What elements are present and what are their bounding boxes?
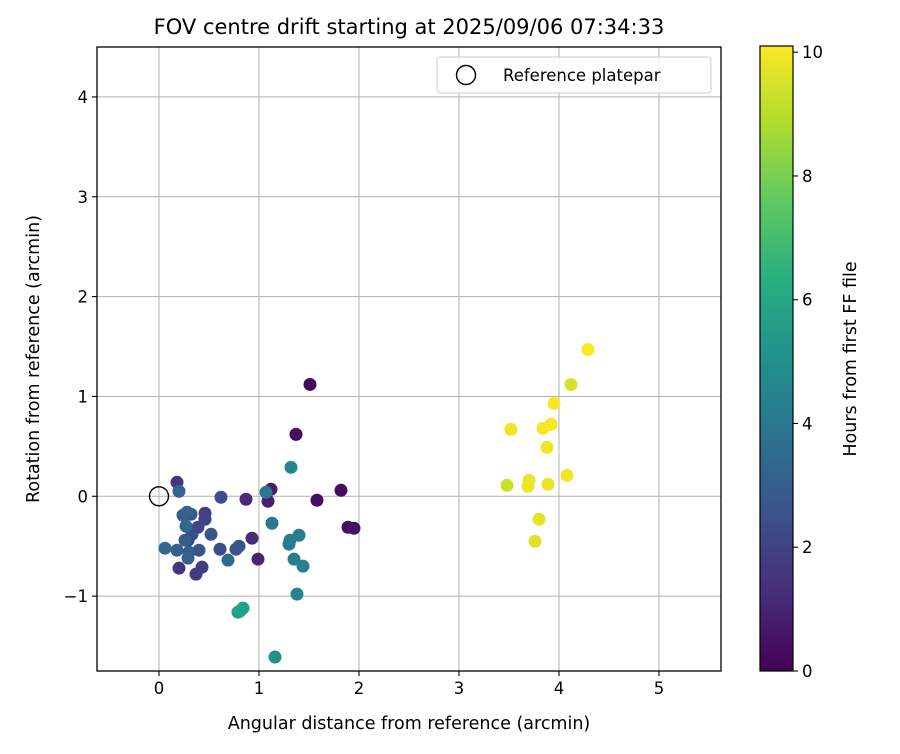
data-point xyxy=(500,478,514,492)
data-point xyxy=(265,516,279,530)
colorbar: 0 2 4 6 8 10 Hours from first FF file xyxy=(759,43,861,681)
x-axis-label: Angular distance from reference (arcmin) xyxy=(228,714,591,734)
data-point xyxy=(172,561,186,575)
reference-layer xyxy=(148,486,170,507)
y-tick-label: −1 xyxy=(64,587,88,606)
legend-marker-reference xyxy=(455,64,477,86)
colorbar-tick-label: 4 xyxy=(802,414,813,433)
data-point xyxy=(547,396,561,410)
legend-label-reference: Reference platepar xyxy=(503,66,661,85)
x-tick-label: 4 xyxy=(554,679,565,698)
data-point xyxy=(540,440,554,454)
colorbar-tick-label: 8 xyxy=(802,167,813,186)
data-point xyxy=(195,560,209,574)
data-point xyxy=(170,543,184,557)
data-point xyxy=(289,427,303,441)
colorbar-tick-label: 2 xyxy=(802,538,813,557)
x-tick-label: 2 xyxy=(354,679,365,698)
data-point xyxy=(192,543,206,557)
data-point xyxy=(504,422,518,436)
data-point xyxy=(251,552,265,566)
x-axis-ticks: 0 1 2 3 4 5 xyxy=(154,671,665,698)
data-point xyxy=(564,377,578,391)
colorbar-frame xyxy=(759,45,794,672)
chart-title: FOV centre drift starting at 2025/09/06 … xyxy=(154,15,665,39)
data-point xyxy=(232,539,246,553)
colorbar-ticks: 0 2 4 6 8 10 xyxy=(793,43,823,681)
data-point xyxy=(296,559,310,573)
y-tick-label: 2 xyxy=(78,288,89,307)
data-point xyxy=(310,493,324,507)
data-point xyxy=(287,552,301,566)
data-point xyxy=(334,483,348,497)
y-tick-label: 1 xyxy=(78,387,89,406)
data-point xyxy=(581,343,595,357)
colorbar-gradient xyxy=(760,46,793,671)
colorbar-tick-label: 6 xyxy=(802,291,813,310)
data-point xyxy=(528,534,542,548)
x-tick-label: 5 xyxy=(654,679,665,698)
data-point xyxy=(541,477,555,491)
x-tick-label: 1 xyxy=(254,679,265,698)
data-point xyxy=(522,473,536,487)
data-point xyxy=(179,519,193,533)
data-point xyxy=(560,468,574,482)
data-point xyxy=(284,460,298,474)
y-axis-label: Rotation from reference (arcmin) xyxy=(24,215,44,503)
colorbar-label: Hours from first FF file xyxy=(841,261,861,456)
data-point xyxy=(268,650,282,664)
data-point xyxy=(180,505,194,519)
data-point xyxy=(213,542,227,556)
y-tick-label: 3 xyxy=(78,188,89,207)
data-point xyxy=(204,527,218,541)
reference-platepar-marker xyxy=(148,486,170,507)
legend: Reference platepar xyxy=(436,56,712,94)
data-point xyxy=(172,484,186,498)
y-axis-ticks: −1 0 1 2 3 4 xyxy=(64,88,97,606)
data-point xyxy=(532,512,546,526)
data-point xyxy=(181,551,195,565)
data-point xyxy=(544,417,558,431)
data-point xyxy=(290,587,304,601)
data-point xyxy=(303,377,317,391)
grid-lines xyxy=(97,47,721,671)
x-tick-label: 0 xyxy=(154,679,165,698)
legend-box xyxy=(436,56,712,94)
x-tick-label: 3 xyxy=(454,679,465,698)
data-point xyxy=(245,531,259,545)
plot-frame xyxy=(96,46,722,672)
data-point xyxy=(221,553,235,567)
data-point xyxy=(239,492,253,506)
data-point xyxy=(178,533,192,547)
data-point xyxy=(292,528,306,542)
data-point xyxy=(347,521,361,535)
data-point xyxy=(214,490,228,504)
y-tick-label: 4 xyxy=(78,88,89,107)
colorbar-tick-label: 10 xyxy=(802,43,823,62)
data-point xyxy=(233,604,247,618)
y-tick-label: 0 xyxy=(78,487,89,506)
data-point xyxy=(259,485,273,499)
scatter-points xyxy=(158,343,595,664)
colorbar-tick-label: 0 xyxy=(802,662,813,681)
data-point xyxy=(158,541,172,555)
